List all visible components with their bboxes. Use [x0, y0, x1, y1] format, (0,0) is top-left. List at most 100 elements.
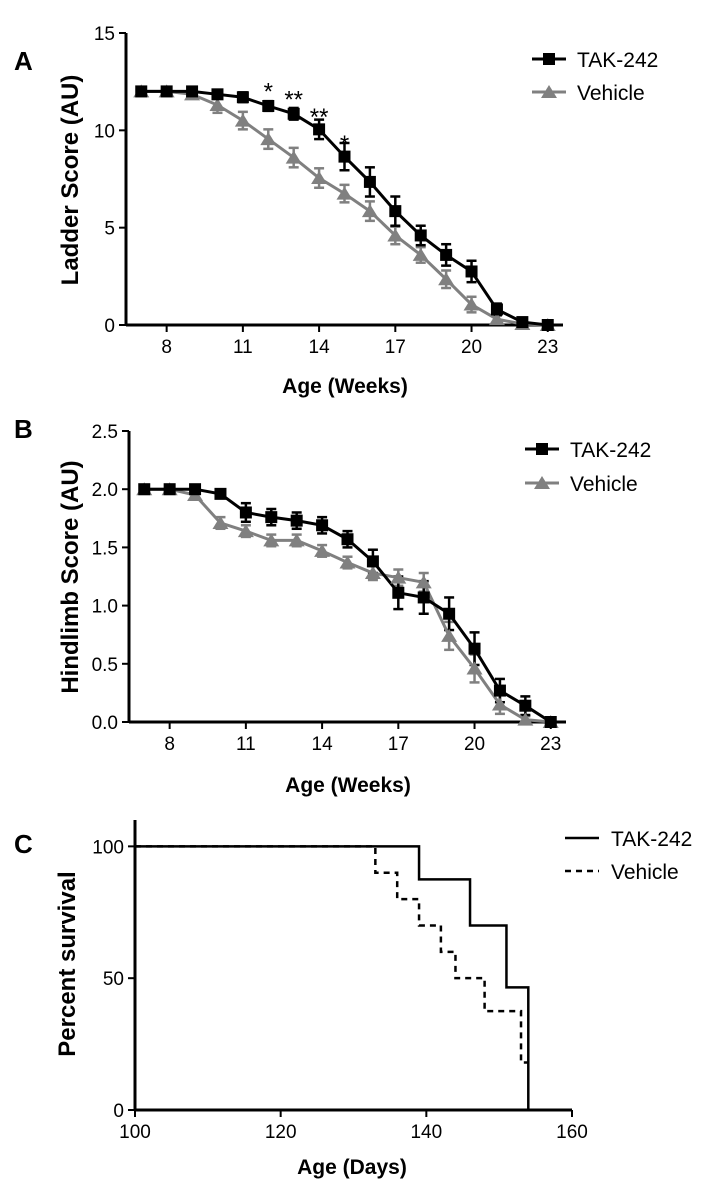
legend-label-vehicle: Vehicle [611, 861, 679, 884]
data-point-tak-242 [236, 91, 249, 104]
y-axis-title-b: Hindlimb Score (AU) [57, 460, 84, 693]
data-point-tak-242 [135, 85, 148, 98]
data-point-tak-242 [262, 100, 275, 112]
data-point-tak-242 [366, 555, 379, 568]
data-point-tak-242 [490, 303, 503, 316]
legend-label-tak-242: TAK-242 [577, 49, 658, 72]
x-tick-label: 120 [265, 1122, 297, 1143]
data-point-tak-242 [363, 175, 376, 188]
y-tick-label: 0.5 [92, 655, 118, 676]
legend-square-marker [536, 443, 548, 455]
data-point-tak-242 [468, 642, 481, 655]
data-point-vehicle [361, 204, 378, 218]
data-point-tak-242 [544, 716, 557, 728]
significance-marker: ** [310, 104, 329, 131]
x-tick-label: 11 [236, 734, 256, 755]
significance-marker: * [340, 131, 349, 158]
data-point-tak-242 [465, 265, 478, 278]
data-point-tak-242 [163, 483, 176, 496]
x-tick-label: 14 [309, 337, 331, 358]
legend-triangle-marker [541, 85, 557, 98]
data-point-vehicle [237, 524, 254, 538]
x-tick-label: 100 [119, 1122, 151, 1143]
data-point-vehicle [415, 575, 432, 589]
data-point-vehicle [412, 247, 429, 261]
data-point-vehicle [441, 628, 458, 642]
data-point-tak-242 [316, 519, 329, 532]
x-tick-label: 20 [461, 337, 482, 358]
data-point-tak-242 [392, 586, 405, 599]
legend-a: TAK-242 Vehicle [532, 49, 658, 105]
x-axis-title-c: Age (Days) [297, 1156, 407, 1179]
y-tick-label: 10 [94, 121, 115, 142]
data-point-vehicle [488, 312, 505, 326]
y-tick-label: 0.0 [92, 713, 118, 734]
data-point-tak-242 [341, 533, 354, 546]
panel-letter-b: B [14, 414, 33, 444]
survival-curve-vehicle [135, 845, 529, 1064]
series-line-vehicle [144, 487, 551, 724]
series-line-tak-242 [141, 89, 548, 327]
data-point-vehicle [364, 566, 381, 580]
data-point-tak-242 [519, 699, 532, 712]
data-point-tak-242 [287, 107, 300, 120]
y-axis-title-a: Ladder Score (AU) [57, 75, 84, 286]
data-point-tak-242 [239, 506, 252, 519]
data-point-vehicle [336, 186, 353, 200]
data-point-tak-242 [516, 316, 529, 329]
data-point-vehicle [390, 570, 407, 584]
data-point-vehicle [209, 98, 226, 112]
data-point-vehicle [517, 712, 534, 726]
data-point-tak-242 [186, 85, 199, 98]
x-tick-label: 160 [556, 1122, 588, 1143]
x-tick-label: 20 [464, 734, 485, 755]
data-point-tak-242 [417, 591, 430, 604]
data-point-tak-242 [290, 514, 303, 527]
data-point-vehicle [263, 533, 280, 547]
legend-square-marker [543, 53, 555, 65]
legend-c: TAK-242 Vehicle [565, 828, 692, 884]
panel-letter-c: C [14, 829, 33, 859]
data-point-vehicle [285, 150, 302, 164]
y-tick-label: 5 [104, 219, 115, 240]
data-point-tak-242 [211, 88, 224, 101]
x-axis-title-b: Age (Weeks) [285, 774, 411, 797]
panel-b: B Hindlimb Score (AU) Age (Weeks) 0.0 0.5… [14, 414, 651, 797]
panel-letter-a: A [14, 46, 33, 76]
legend-label-vehicle: Vehicle [570, 473, 638, 496]
x-axis-title-a: Age (Weeks) [282, 375, 408, 398]
series-line-vehicle [141, 89, 548, 327]
panel-c: C Percent survival Age (Days) 0 50 100 100… [14, 820, 692, 1179]
data-point-tak-242 [214, 487, 227, 500]
legend-label-tak-242: TAK-242 [611, 828, 692, 851]
y-tick-label: 50 [103, 969, 124, 990]
legend-label-vehicle: Vehicle [577, 82, 645, 105]
data-point-tak-242 [541, 319, 554, 331]
data-point-tak-242 [338, 150, 351, 163]
x-tick-label: 11 [233, 337, 253, 358]
x-tick-label: 14 [312, 734, 334, 755]
legend-b: TAK-242 Vehicle [525, 439, 651, 496]
data-point-vehicle [438, 272, 455, 286]
data-point-vehicle [466, 661, 483, 675]
data-point-tak-242 [265, 511, 278, 524]
legend-label-tak-242: TAK-242 [570, 439, 651, 462]
data-point-vehicle [234, 113, 251, 127]
data-point-tak-242 [389, 205, 402, 218]
data-point-tak-242 [160, 85, 173, 98]
data-point-vehicle [212, 515, 229, 529]
data-point-tak-242 [440, 248, 453, 261]
data-point-vehicle [463, 297, 480, 311]
data-point-tak-242 [189, 483, 202, 496]
series-line-tak-242 [144, 487, 552, 724]
y-tick-label: 0 [104, 316, 115, 337]
x-tick-label: 140 [410, 1122, 442, 1143]
y-tick-label: 1.0 [92, 597, 118, 618]
x-tick-label: 23 [537, 337, 558, 358]
data-point-vehicle [339, 555, 356, 569]
x-tick-label: 17 [385, 337, 406, 358]
x-tick-label: 17 [388, 734, 409, 755]
data-point-vehicle [288, 533, 305, 547]
y-tick-label: 2.5 [92, 422, 118, 443]
